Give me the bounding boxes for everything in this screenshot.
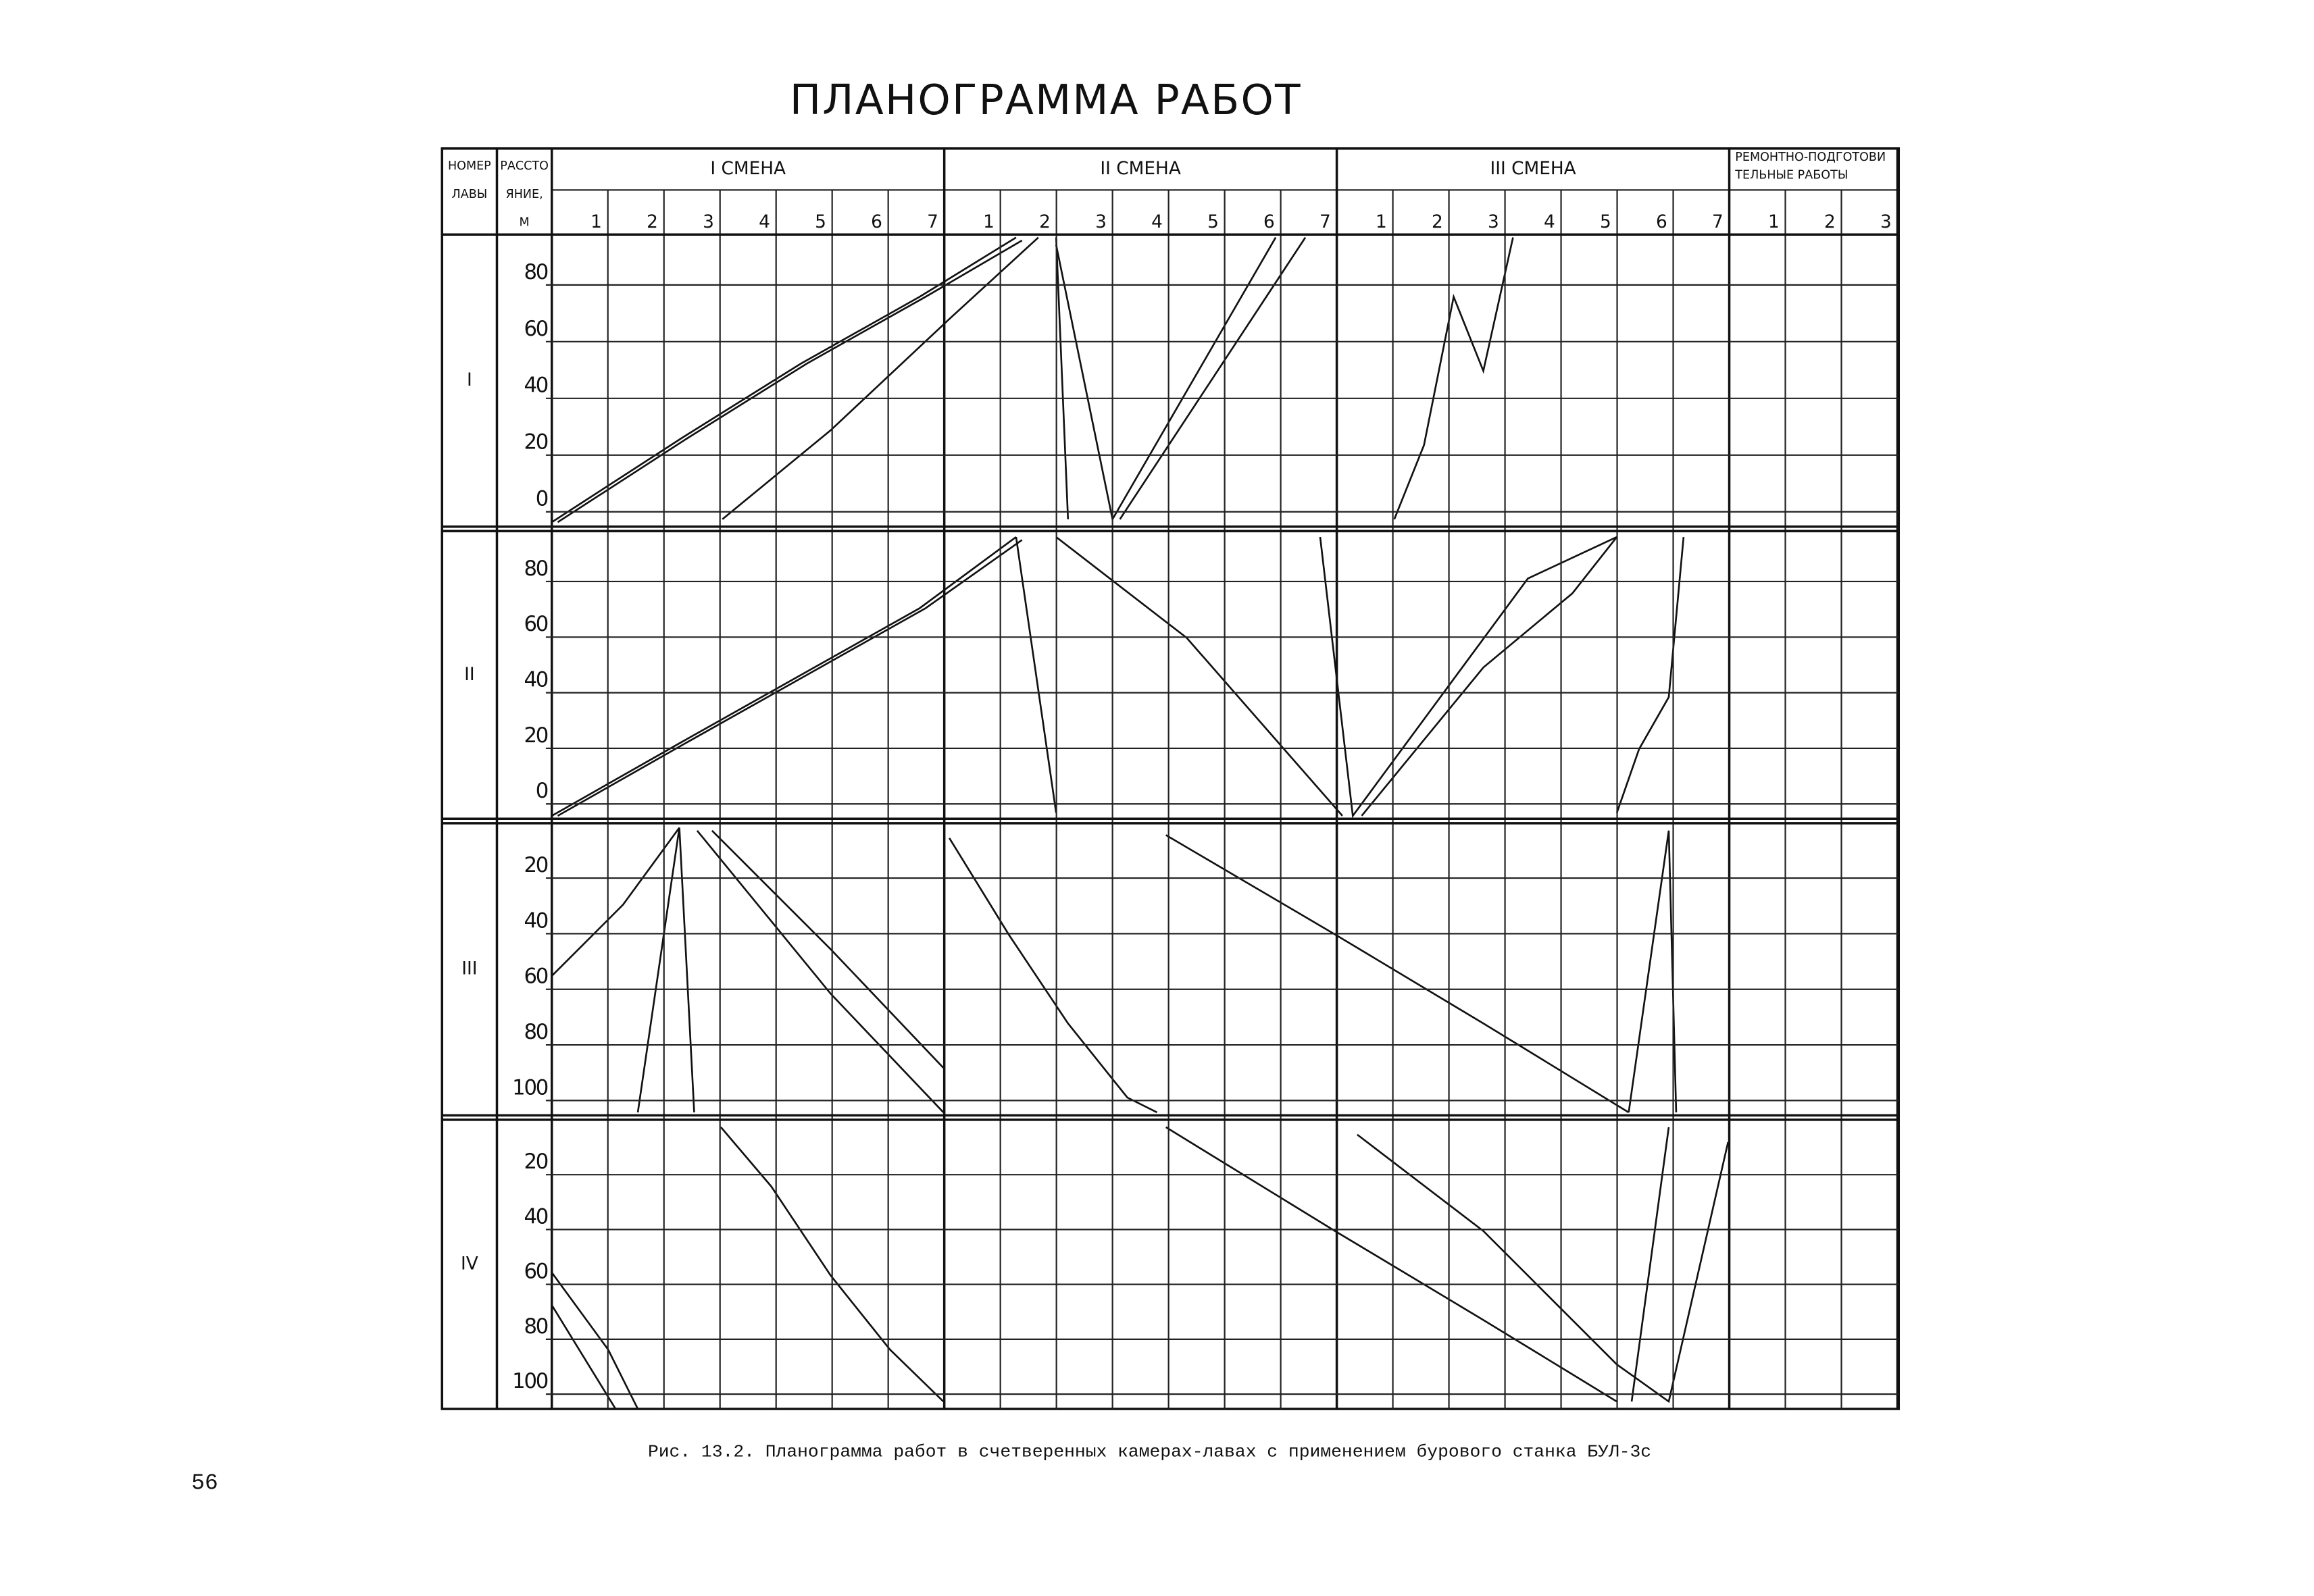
schedule-line	[1615, 536, 1685, 813]
hour-label: 4	[759, 212, 770, 232]
schedule-line	[949, 838, 1158, 1114]
shift-header: I СМЕНА	[710, 159, 786, 179]
schedule-line	[557, 239, 1023, 523]
row-label: I	[467, 370, 472, 390]
hour-label: 5	[1207, 212, 1219, 232]
distance-tick-label: 20	[524, 430, 547, 455]
schedule-line	[551, 827, 680, 977]
schedule-line	[1055, 536, 1343, 817]
column-header: РАССТО	[500, 159, 549, 173]
distance-tick-label: 20	[524, 723, 547, 748]
hour-label: 2	[1824, 212, 1836, 232]
distance-tick-label: 0	[536, 779, 548, 803]
hour-label: 4	[1544, 212, 1555, 232]
row-label: IV	[461, 1254, 478, 1274]
hour-label: 2	[1039, 212, 1051, 232]
shift-header: II СМЕНА	[1100, 159, 1180, 179]
shift-header: III СМЕНА	[1490, 159, 1576, 179]
column-header: ЛАВЫ	[452, 188, 488, 201]
hour-label: 6	[1263, 212, 1275, 232]
hour-label: 4	[1151, 212, 1163, 232]
hour-label: 6	[871, 212, 882, 232]
distance-tick-label: 80	[524, 1020, 547, 1044]
schedule-line	[1630, 1127, 1670, 1402]
caption: Рис. 13.2. Планограмма работ в счетверен…	[648, 1442, 1651, 1462]
hour-label: 7	[1712, 212, 1724, 232]
distance-tick-label: 100	[512, 1369, 548, 1393]
schedule-line	[557, 539, 1023, 817]
hour-label: 6	[1656, 212, 1667, 232]
hour-label: 5	[815, 212, 826, 232]
shift-header: ТЕЛЬНЫЕ РАБОТЫ	[1734, 168, 1848, 182]
schedule-line	[551, 1272, 639, 1410]
schedule-line	[720, 1127, 945, 1403]
distance-tick-label: 80	[524, 260, 547, 284]
hour-label: 3	[1095, 212, 1107, 232]
schedule-line	[1361, 536, 1618, 817]
distance-tick-label: 0	[536, 487, 548, 511]
schedule-line	[696, 829, 945, 1113]
distance-tick-label: 40	[524, 668, 547, 692]
distance-tick-label: 80	[524, 1314, 547, 1339]
schedule-line	[1319, 536, 1617, 819]
distance-tick-label: 100	[512, 1075, 548, 1100]
row-label: III	[461, 959, 477, 979]
schedule-line	[551, 536, 1017, 817]
hour-label: 3	[1880, 212, 1892, 232]
hour-label: 2	[647, 212, 658, 232]
title: ПЛАНОГРАММА РАБОТ	[790, 76, 1302, 124]
hour-label: 2	[1432, 212, 1443, 232]
schedule-line	[722, 236, 1039, 520]
row-label: II	[464, 665, 475, 685]
distance-tick-label: 60	[524, 317, 547, 341]
column-header: ЯНИЕ,	[506, 188, 543, 201]
hour-label: 1	[983, 212, 995, 232]
distance-tick-label: 40	[524, 908, 547, 933]
distance-tick-label: 60	[524, 612, 547, 636]
schedule-line	[1055, 237, 1070, 519]
schedule-line	[551, 1304, 617, 1410]
hour-label: 3	[1488, 212, 1499, 232]
schedule-line	[636, 827, 695, 1113]
page-number: 56	[191, 1471, 218, 1496]
table-frame	[441, 147, 1901, 1410]
hour-label: 1	[590, 212, 602, 232]
distance-tick-label: 60	[524, 1260, 547, 1284]
hour-label: 7	[927, 212, 938, 232]
schedule-line	[1165, 1126, 1617, 1403]
distance-tick-label: 80	[524, 557, 547, 581]
distance-tick-label: 20	[524, 1150, 547, 1174]
distance-tick-label: 20	[524, 853, 547, 877]
hour-label: 1	[1376, 212, 1387, 232]
schedule-line	[1119, 236, 1307, 520]
distance-tick-label: 40	[524, 1204, 547, 1229]
column-header: НОМЕР	[448, 159, 491, 173]
schedule-line	[1055, 236, 1277, 522]
shift-header: РЕМОНТНО-ПОДГОТОВИ	[1735, 151, 1886, 164]
hour-label: 7	[1319, 212, 1331, 232]
hour-label: 5	[1600, 212, 1611, 232]
distance-tick-label: 60	[524, 964, 547, 989]
schedule-line	[1393, 237, 1514, 520]
schedule-line	[1015, 536, 1057, 813]
schedule-line	[1628, 830, 1678, 1113]
schedule-line	[1165, 834, 1630, 1114]
schedule-line	[551, 236, 1017, 523]
hour-label: 3	[703, 212, 714, 232]
hour-label: 1	[1768, 212, 1780, 232]
schedule-line	[711, 829, 945, 1069]
distance-tick-label: 40	[524, 374, 547, 398]
column-header: М	[520, 216, 530, 230]
